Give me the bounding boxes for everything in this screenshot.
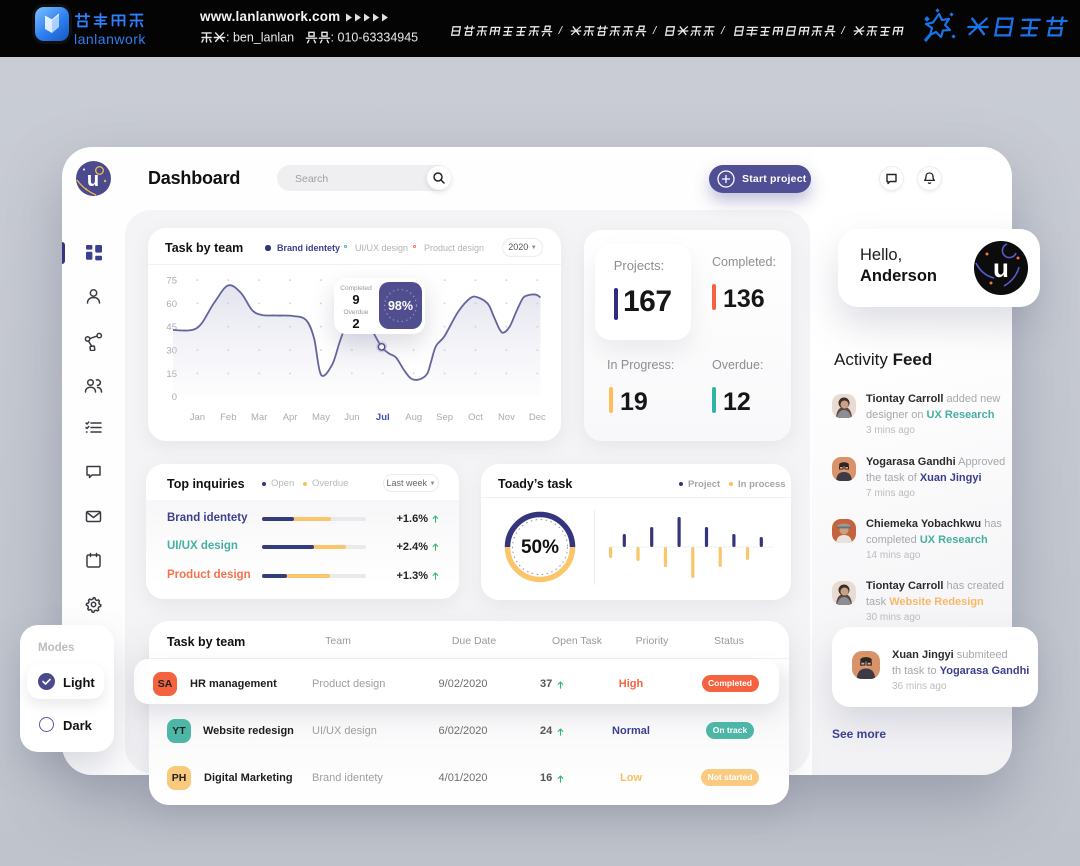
svg-text:98%: 98%	[387, 299, 412, 313]
svg-text:Feb: Feb	[220, 412, 236, 423]
svg-text:Mar: Mar	[251, 412, 267, 423]
svg-text:Jun: Jun	[344, 412, 359, 423]
svg-text:Dec: Dec	[529, 412, 546, 423]
svg-text:u: u	[993, 253, 1009, 283]
svg-text:15: 15	[166, 369, 177, 380]
svg-text:Apr: Apr	[283, 412, 298, 423]
svg-text:May: May	[312, 412, 330, 423]
svg-text:Jan: Jan	[190, 412, 205, 423]
svg-text:45: 45	[166, 322, 177, 333]
svg-text:75: 75	[166, 276, 177, 287]
svg-text:Nov: Nov	[498, 412, 515, 423]
svg-text:u: u	[87, 169, 99, 191]
svg-text:Sep: Sep	[436, 412, 453, 423]
svg-text:Oct: Oct	[468, 412, 483, 423]
svg-text:0: 0	[172, 392, 177, 403]
svg-text:Aug: Aug	[405, 412, 422, 423]
svg-text:Jul: Jul	[376, 412, 390, 423]
svg-text:30: 30	[166, 346, 177, 357]
svg-text:60: 60	[166, 299, 177, 310]
svg-text:50%: 50%	[521, 537, 559, 558]
